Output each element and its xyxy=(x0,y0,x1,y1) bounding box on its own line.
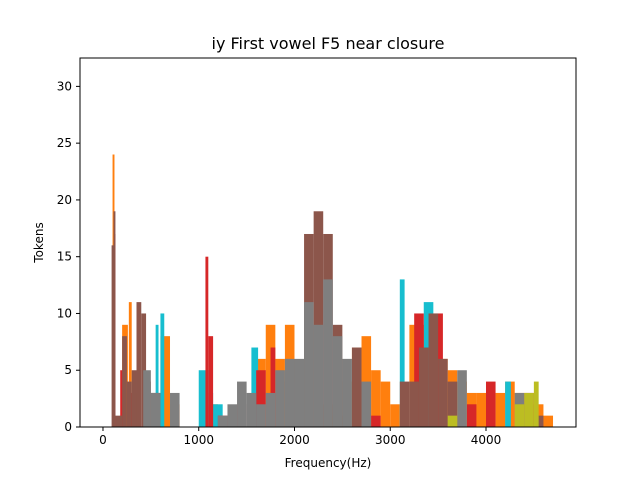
histogram-bar xyxy=(131,370,137,427)
histogram-bar xyxy=(399,279,405,427)
y-tick-label: 25 xyxy=(57,136,72,150)
y-tick-label: 10 xyxy=(57,306,72,320)
histogram-bar xyxy=(505,381,511,427)
x-tick-label: 2000 xyxy=(279,433,310,447)
histogram-bar xyxy=(476,392,486,427)
histogram-bar xyxy=(457,370,467,427)
histogram-bar xyxy=(371,370,381,427)
histogram-bar xyxy=(198,370,209,427)
histogram-bar xyxy=(361,381,372,427)
histogram-bar xyxy=(208,336,214,427)
histogram-bar xyxy=(256,370,266,427)
histogram-bar xyxy=(126,381,132,427)
histogram-bar xyxy=(447,415,458,427)
histogram-bar xyxy=(409,381,419,427)
histogram-bars xyxy=(111,154,554,427)
chart-title: iy First vowel F5 near closure xyxy=(212,34,445,53)
histogram-bar xyxy=(113,211,116,427)
x-tick-label: 3000 xyxy=(375,433,406,447)
histogram-bar xyxy=(332,336,343,427)
histogram-bar xyxy=(313,211,324,427)
histogram-bar xyxy=(246,392,257,427)
histogram-bar xyxy=(533,381,539,427)
y-tick-label: 20 xyxy=(57,193,72,207)
histogram-bar xyxy=(256,404,266,427)
histogram-bar xyxy=(514,404,525,427)
histogram-bar xyxy=(380,381,391,427)
x-tick-label: 0 xyxy=(99,433,107,447)
histogram-bar xyxy=(150,392,161,427)
histogram-bar xyxy=(122,336,127,427)
y-tick-label: 15 xyxy=(57,250,72,264)
histogram-bar xyxy=(136,302,142,427)
histogram-bar xyxy=(524,392,534,427)
x-axis-label: Frequency(Hz) xyxy=(285,456,372,470)
y-axis-label: Tokens xyxy=(32,222,46,263)
y-tick-label: 5 xyxy=(64,363,72,377)
histogram-bar xyxy=(275,370,285,427)
histogram-bar xyxy=(428,313,439,427)
histogram-bar xyxy=(294,358,305,427)
histogram-bar xyxy=(438,358,448,427)
histogram-bar xyxy=(111,245,114,427)
histogram-bar xyxy=(543,415,554,427)
histogram-bar xyxy=(170,392,180,427)
histogram-bar xyxy=(361,336,372,427)
histogram-bar xyxy=(284,358,295,427)
histogram-bar xyxy=(217,415,228,427)
x-tick-label: 1000 xyxy=(183,433,214,447)
histogram-bar xyxy=(115,415,123,427)
histogram-bar xyxy=(485,381,496,427)
histogram-bar xyxy=(160,336,171,427)
y-tick-label: 0 xyxy=(64,420,72,434)
histogram-bar xyxy=(447,381,458,427)
y-tick-label: 30 xyxy=(57,79,72,93)
histogram-bar xyxy=(418,347,429,427)
plot-frame xyxy=(79,57,577,428)
histogram-bar xyxy=(342,358,352,427)
histogram-bar xyxy=(313,324,324,427)
histogram-bar xyxy=(205,256,209,427)
histogram-bar xyxy=(155,324,159,427)
histogram-bar xyxy=(351,347,362,427)
histogram-bar xyxy=(251,347,259,427)
histogram-bar xyxy=(323,279,333,427)
histogram-bar xyxy=(265,392,276,427)
histogram-bar xyxy=(390,404,400,427)
histogram-bar xyxy=(466,404,477,427)
histogram-bar xyxy=(237,381,247,427)
histogram-bar xyxy=(495,392,506,427)
histogram-bar xyxy=(399,381,410,427)
histogram-bar xyxy=(371,415,381,427)
x-tick-label: 4000 xyxy=(471,433,502,447)
histogram-bar xyxy=(270,347,276,427)
histogram-bar xyxy=(160,313,165,427)
histogram-bar xyxy=(143,370,151,427)
axes: 0 1000 2000 3000 4000 0 5 10 15 20 25 30 xyxy=(57,57,577,447)
histogram-bar xyxy=(227,404,238,427)
histogram-bar xyxy=(128,302,132,427)
histogram-bar xyxy=(304,302,314,427)
